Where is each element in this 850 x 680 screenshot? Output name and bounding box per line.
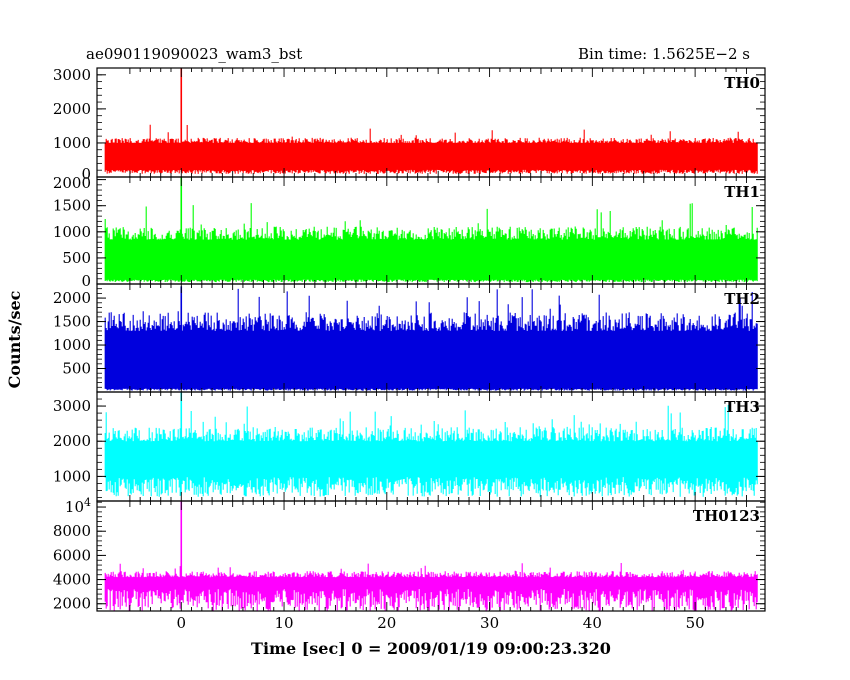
y-tick-label-th1: 500 — [62, 249, 91, 267]
y-tick-label-th0: 0 — [81, 165, 91, 183]
y-tick-label-th0123: 4000 — [53, 571, 91, 589]
x-tick-label: 20 — [377, 614, 396, 632]
y-tick-label-th0123: 2000 — [53, 595, 91, 613]
y-tick-label-th1: 1500 — [53, 197, 91, 215]
panel-label-th1: TH1 — [724, 183, 760, 201]
y-tick-label-th2: 1000 — [53, 336, 91, 354]
y-tick-label-th2: 1500 — [53, 313, 91, 331]
x-tick-label: 30 — [480, 614, 499, 632]
panel-label-th0: TH0 — [724, 74, 760, 92]
series-th0123 — [104, 563, 758, 611]
x-axis-label: Time [sec] 0 = 2009/01/19 09:00:23.320 — [251, 639, 611, 658]
y-tick-label-th3: 3000 — [53, 397, 91, 415]
panel-label-th2: TH2 — [724, 290, 760, 308]
x-tick-label: 10 — [274, 614, 293, 632]
chart-title: ae090119090023_wam3_bst — [86, 45, 303, 63]
y-tick-label-th2: 500 — [62, 360, 91, 378]
y-tick-label-th0: 1000 — [53, 134, 91, 152]
panel-label-th0123: TH0123 — [693, 507, 760, 525]
series-th0 — [104, 124, 758, 174]
y-axis-label: Counts/sec — [5, 290, 24, 388]
x-tick-label: 50 — [686, 614, 705, 632]
y-tick-label-th0: 2000 — [53, 100, 91, 118]
x-tick-label: 0 — [176, 614, 186, 632]
y-tick-label-th0123: 8000 — [53, 522, 91, 540]
y-tick-label-th0123: 104 — [65, 496, 91, 516]
x-tick-label: 40 — [583, 614, 602, 632]
y-tick-label-th3: 2000 — [53, 432, 91, 450]
y-tick-label-th0123: 6000 — [53, 546, 91, 564]
series-th2 — [104, 288, 758, 391]
panel-frame-th0123 — [96, 500, 766, 612]
y-tick-label-th1: 0 — [81, 272, 91, 290]
series-th1 — [104, 203, 758, 283]
y-tick-label-th1: 1000 — [53, 223, 91, 241]
y-tick-label-th2: 2000 — [53, 289, 91, 307]
bin-time-label: Bin time: 1.5625E−2 s — [578, 45, 751, 63]
series-th3 — [104, 405, 758, 497]
y-tick-label-th3: 1000 — [53, 467, 91, 485]
y-tick-label-th1: 2000 — [53, 174, 91, 192]
panel-label-th3: TH3 — [724, 398, 760, 416]
y-tick-label-th0: 3000 — [53, 66, 91, 84]
